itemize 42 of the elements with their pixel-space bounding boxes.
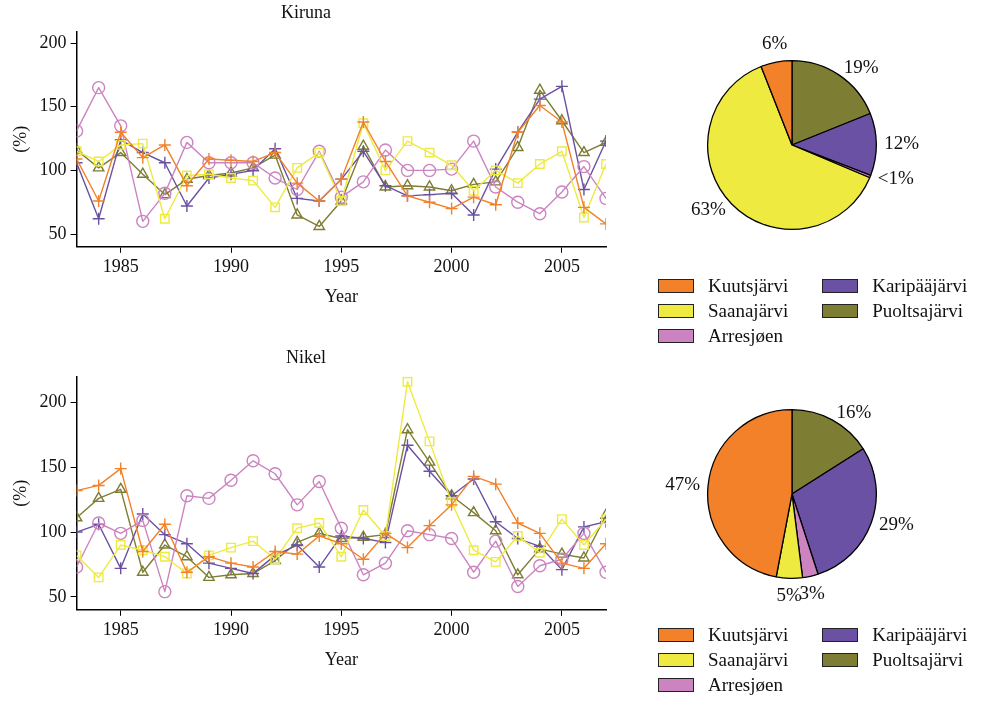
x-tick-label: 1985 [102,619,139,640]
chart-title: Kiruna [281,1,331,22]
data-label: 63% [691,197,727,219]
data-label: 16% [836,401,872,423]
legend-label: Kuutsjärvi [707,622,789,647]
data-label: 6% [762,32,788,54]
x-tick-label: 1995 [323,256,360,277]
x-tick-label: 1985 [102,256,139,277]
y-tick-label: 100 [39,520,67,541]
y-tick-label: 200 [39,31,67,52]
x-axis-title: Year [324,285,358,306]
y-axis-title: (%) [9,479,31,507]
data-label: 12% [884,132,920,154]
y-tick-label: 200 [39,391,67,412]
y-tick-label: 50 [48,585,67,606]
x-tick-label: 1995 [323,619,360,640]
legend-label: Saanajärvi [707,647,789,672]
x-tick-label: 2000 [433,619,470,640]
x-tick-label: 1990 [213,619,250,640]
legend-label: Kuutsjärvi [707,273,789,298]
x-tick-label: 1990 [213,256,250,277]
legend-label: Karipääjärvi [871,622,968,647]
y-tick-label: 50 [48,222,67,243]
x-axis-title: Year [324,648,358,669]
data-label: 19% [843,56,879,78]
x-tick-label: 2005 [543,619,580,640]
legend-label: Arresjøen [707,323,784,348]
chart-title: Nikel [286,346,326,367]
legend-label: Saanajärvi [707,298,789,323]
legend-label: Puoltsajärvi [871,298,964,323]
x-tick-label: 2005 [543,256,580,277]
x-tick-label: 2000 [433,256,470,277]
data-label: 47% [665,473,701,495]
y-tick-label: 150 [39,456,67,477]
legend-label: Puoltsajärvi [871,647,964,672]
legend-label: Arresjøen [707,672,784,697]
data-label: 29% [878,513,914,535]
data-label: <1% [877,167,914,189]
y-tick-label: 100 [39,159,67,180]
y-axis-title: (%) [9,125,31,153]
y-tick-label: 150 [39,95,67,116]
legend-label: Karipääjärvi [871,273,968,298]
